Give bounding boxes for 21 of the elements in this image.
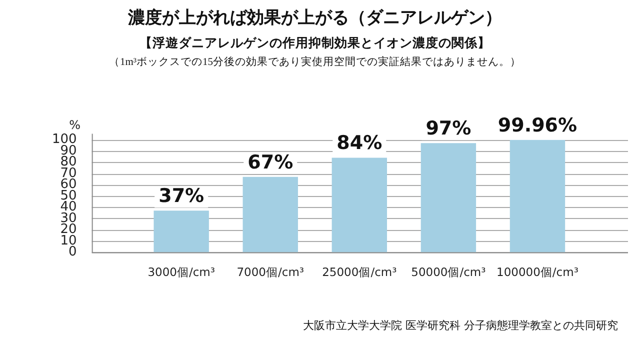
text: （1m³ボックスでの15分後の効果であり実使用空間での実証結果ではありません。） [108,55,522,69]
text: 大阪市立大学大学院 医学研究科 分子病態理学教室との共同研究 [303,318,618,333]
x-tick-label: 7000個/cm³ [236,265,304,280]
bar [332,158,388,252]
x-tick-label: 100000個/cm³ [496,265,579,280]
x-tick-label: 3000個/cm³ [148,265,216,280]
y-axis-title: % [69,118,81,132]
data-label: 37% [158,185,204,208]
y-tick-label: 0 [68,244,77,260]
data-label: 97% [426,118,472,140]
data-label: 84% [336,132,382,154]
x-tick-label: 25000個/cm³ [322,265,398,280]
chart-title: 濃度が上がれば効果が上がる（ダニアレルゲン） [127,7,503,29]
data-label: 99.96% [498,114,578,136]
bar [242,176,298,252]
bar [420,143,476,252]
chart-subtitle: 【浮遊ダニアレルゲンの作用抑制効果とイオン濃度の関係】 [138,35,492,52]
bar [510,140,566,252]
data-label: 67% [248,151,294,174]
bar [154,210,209,252]
x-tick-label: 50000個/cm³ [411,265,486,280]
